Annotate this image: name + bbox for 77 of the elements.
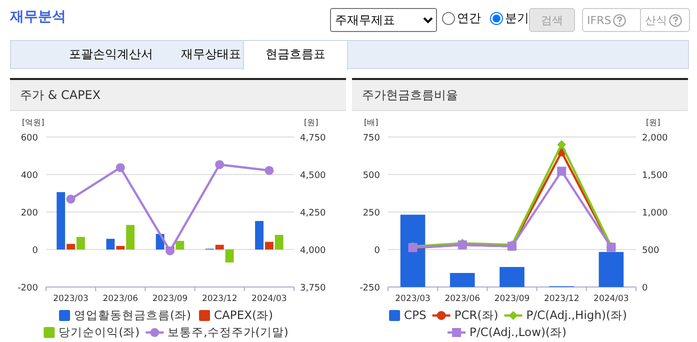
point: [116, 163, 125, 172]
x-tick-label: 2023/03: [53, 294, 88, 304]
text: 현금흐름표: [243, 40, 348, 70]
y-axis-title: [억원]: [22, 118, 44, 127]
y-tick-label: -250: [360, 284, 380, 294]
y-tick-label: -200: [18, 284, 38, 294]
legend-label: CPS: [404, 308, 426, 322]
bar: [264, 242, 274, 250]
x-tick-label: 2023/06: [444, 294, 480, 304]
y2-tick-label: 1,000: [642, 208, 668, 218]
point: [215, 160, 224, 170]
x-tick-label: 2023/12: [544, 294, 580, 304]
y-tick-label: 600: [20, 134, 38, 144]
x-tick-label: 2023/09: [152, 294, 188, 304]
text: 분기: [504, 10, 529, 27]
point: [557, 166, 566, 176]
legend-label: P/C(Adj.,Low)(좌): [470, 325, 566, 339]
y2-tick-label: 4,000: [300, 246, 326, 256]
point: [66, 194, 76, 204]
legend-label: PCR(좌): [454, 308, 498, 322]
y2-tick-label: 4,750: [300, 134, 326, 144]
y2-tick-label: 2,000: [642, 134, 668, 144]
y2-tick-label: 4,500: [300, 171, 326, 181]
bar: [225, 250, 234, 262]
y2-axis-title: [원]: [304, 118, 318, 127]
y2-axis-title: [원]: [646, 118, 660, 127]
bar: [66, 244, 76, 250]
bar: [500, 266, 524, 287]
y-tick-label: 0: [32, 246, 38, 256]
bar: [400, 214, 426, 287]
legend-label: 당기순이익(좌): [58, 325, 140, 339]
y2-tick-label: 0: [642, 284, 648, 294]
y2-tick-label: 1,500: [642, 171, 668, 181]
bar: [116, 246, 125, 250]
y-tick-label: 0: [374, 246, 380, 256]
x-tick-label: 2023/12: [202, 294, 238, 304]
text: 산식: [645, 12, 667, 28]
bar: [274, 234, 284, 250]
chart-title: 주가 & CAPEX: [10, 80, 346, 111]
point: [557, 140, 566, 150]
text: 연간: [456, 10, 481, 27]
point: [264, 166, 274, 175]
y-tick-label: 750: [362, 134, 380, 144]
y-axis-title: [배]: [364, 118, 378, 127]
x-tick-label: 2023/09: [494, 294, 530, 304]
legend-label: 영업활동현금흐름(좌): [74, 308, 192, 322]
legend-label: 보통주,수정주가(기말): [168, 325, 288, 339]
text: IFRS: [587, 14, 612, 26]
text: 재무상태표: [180, 46, 242, 63]
bar: [76, 236, 85, 250]
point: [166, 246, 174, 256]
text: 포괄손익계산서: [68, 46, 154, 63]
x-tick-label: 2023/06: [102, 294, 138, 304]
y-tick-label: 500: [362, 171, 380, 181]
text: 검색: [541, 12, 563, 28]
text: 주재무제표: [330, 8, 437, 32]
y-tick-label: 200: [20, 208, 38, 218]
legend-label: P/C(Adj.,High)(좌): [526, 308, 627, 322]
y2-tick-label: 500: [642, 246, 660, 256]
bar: [450, 272, 475, 287]
bar: [176, 240, 184, 250]
bar: [255, 221, 264, 250]
y2-tick-label: 3,750: [300, 284, 326, 294]
bar: [106, 238, 115, 250]
text: 재무분석: [10, 8, 66, 26]
x-tick-label: 2023/03: [395, 294, 430, 304]
bar: [598, 252, 624, 287]
y-tick-label: 250: [362, 208, 380, 218]
y-tick-label: 400: [20, 171, 38, 181]
bar: [126, 224, 135, 250]
bar: [56, 192, 66, 250]
bar: [215, 244, 224, 250]
x-tick-label: 2024/03: [252, 294, 287, 304]
legend-label: CAPEX(좌): [214, 308, 273, 322]
y2-tick-label: 4,250: [300, 208, 326, 218]
x-tick-label: 2024/03: [594, 294, 629, 304]
chart-title: 주가현금흐름비율: [352, 80, 688, 111]
